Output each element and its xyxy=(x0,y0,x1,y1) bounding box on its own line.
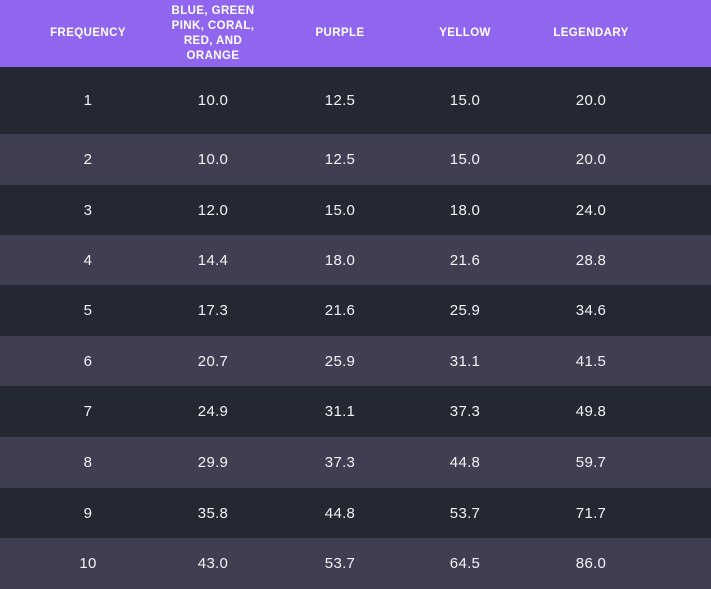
legendary-cell: 20.0 xyxy=(575,92,607,109)
table-row: 6 20.7 25.9 31.1 41.5 xyxy=(0,336,711,386)
legendary-cell: 86.0 xyxy=(575,555,607,572)
header-yellow: YELLOW xyxy=(439,27,491,39)
yellow-cell: 18.0 xyxy=(449,201,481,219)
table-header: FREQUENCY BLUE, GREEN PINK, CORAL, RED, … xyxy=(0,0,711,67)
legendary-cell: 24.0 xyxy=(575,201,607,219)
frequency-cell: 9 xyxy=(83,504,93,522)
blue-green-cell: 43.0 xyxy=(197,555,229,572)
header-legendary: LEGENDARY xyxy=(553,27,629,39)
frequency-cell: 5 xyxy=(83,302,93,319)
purple-cell: 37.3 xyxy=(324,454,356,471)
frequency-cell: 3 xyxy=(83,201,93,219)
frequency-cell: 8 xyxy=(83,454,93,471)
blue-green-cell: 20.7 xyxy=(197,352,229,370)
purple-cell: 18.0 xyxy=(324,251,356,269)
frequency-cell: 10 xyxy=(79,555,97,572)
purple-cell: 44.8 xyxy=(324,504,356,522)
yellow-cell: 21.6 xyxy=(449,251,481,269)
table-row: 5 17.3 21.6 25.9 34.6 xyxy=(0,285,711,336)
blue-green-cell: 10.0 xyxy=(197,151,229,168)
header-purple: PURPLE xyxy=(315,27,365,39)
blue-green-cell: 17.3 xyxy=(197,302,229,319)
frequency-cell: 4 xyxy=(83,251,93,269)
frequency-cell: 1 xyxy=(83,92,93,109)
purple-cell: 12.5 xyxy=(324,151,356,168)
header-frequency: FREQUENCY xyxy=(50,27,126,39)
yellow-cell: 37.3 xyxy=(449,403,481,420)
legendary-cell: 41.5 xyxy=(575,352,607,370)
yellow-cell: 31.1 xyxy=(449,352,481,370)
table-row: 10 43.0 53.7 64.5 86.0 xyxy=(0,538,711,589)
table-row: 1 10.0 12.5 15.0 20.0 xyxy=(0,67,711,134)
legendary-cell: 71.7 xyxy=(575,504,607,522)
yellow-cell: 44.8 xyxy=(449,454,481,471)
table-row: 4 14.4 18.0 21.6 28.8 xyxy=(0,235,711,285)
table-row: 2 10.0 12.5 15.0 20.0 xyxy=(0,134,711,185)
blue-green-cell: 12.0 xyxy=(197,201,229,219)
legendary-cell: 28.8 xyxy=(575,251,607,269)
yellow-cell: 15.0 xyxy=(449,92,481,109)
purple-cell: 15.0 xyxy=(324,201,356,219)
legendary-cell: 49.8 xyxy=(575,403,607,420)
table-row: 8 29.9 37.3 44.8 59.7 xyxy=(0,437,711,488)
table-row: 7 24.9 31.1 37.3 49.8 xyxy=(0,386,711,437)
legendary-cell: 59.7 xyxy=(575,454,607,471)
table-row: 9 35.8 44.8 53.7 71.7 xyxy=(0,488,711,538)
yellow-cell: 15.0 xyxy=(449,151,481,168)
purple-cell: 25.9 xyxy=(324,352,356,370)
frequency-cell: 6 xyxy=(83,352,93,370)
purple-cell: 31.1 xyxy=(324,403,356,420)
yellow-cell: 53.7 xyxy=(449,504,481,522)
table-row: 3 12.0 15.0 18.0 24.0 xyxy=(0,185,711,235)
purple-cell: 53.7 xyxy=(324,555,356,572)
blue-green-cell: 29.9 xyxy=(197,454,229,471)
header-blue-green: BLUE, GREEN PINK, CORAL, RED, AND ORANGE xyxy=(171,4,255,62)
purple-cell: 21.6 xyxy=(324,302,356,319)
yellow-cell: 64.5 xyxy=(449,555,481,572)
legendary-cell: 20.0 xyxy=(575,151,607,168)
purple-cell: 12.5 xyxy=(324,92,356,109)
legendary-cell: 34.6 xyxy=(575,302,607,319)
blue-green-cell: 14.4 xyxy=(197,251,229,269)
blue-green-cell: 10.0 xyxy=(197,92,229,109)
frequency-cell: 2 xyxy=(83,151,93,168)
blue-green-cell: 24.9 xyxy=(197,403,229,420)
frequency-cell: 7 xyxy=(83,403,93,420)
yellow-cell: 25.9 xyxy=(449,302,481,319)
blue-green-cell: 35.8 xyxy=(197,504,229,522)
